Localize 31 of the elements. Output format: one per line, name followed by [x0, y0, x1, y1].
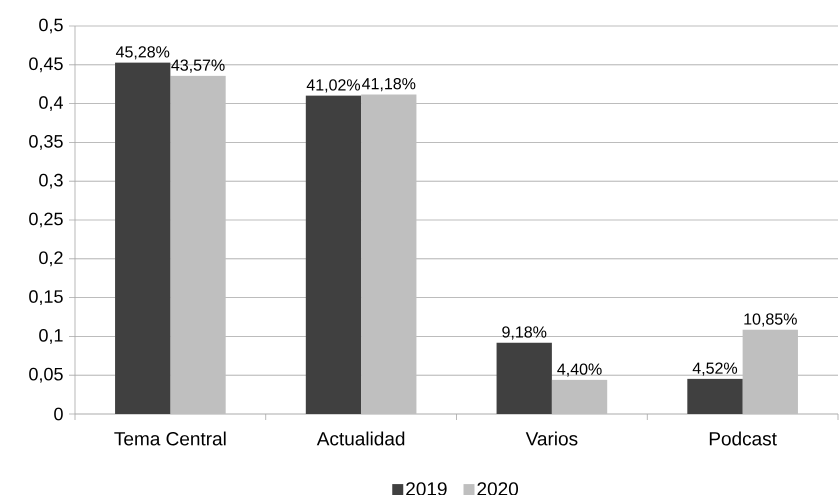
x-tick-label: Varios: [526, 432, 578, 446]
data-label: 41,18%: [362, 78, 416, 92]
bar: [552, 380, 608, 414]
data-label: 4,52%: [692, 362, 738, 376]
y-tick-label: 0,3: [39, 174, 63, 189]
y-tick-label: 0,1: [39, 328, 63, 344]
data-label: 9,18%: [502, 326, 546, 340]
data-label: 10,85%: [744, 313, 797, 327]
bar: [687, 378, 743, 414]
y-tick-label: 0: [54, 408, 63, 420]
data-label: 45,28%: [116, 46, 170, 60]
bar: [361, 94, 416, 414]
data-label: 4,40%: [557, 363, 602, 377]
x-tick-label: Tema Central: [114, 432, 226, 446]
bar: [170, 76, 226, 414]
bar: [496, 342, 552, 414]
x-tick-label: Podcast: [710, 432, 777, 446]
y-tick-label: 0,2: [39, 251, 63, 266]
bar: [742, 330, 798, 414]
y-tick-label: 0,35: [29, 134, 63, 150]
y-tick-label: 0,45: [29, 57, 63, 72]
data-label: 41,02%: [306, 79, 360, 92]
y-tick-label: 0,05: [29, 368, 63, 383]
y-tick-label: 0,4: [39, 96, 63, 112]
y-tick-label: 0,25: [29, 212, 63, 228]
y-tick-label: 0,5: [39, 18, 63, 34]
data-label: 43,57%: [171, 59, 225, 73]
bar: [115, 62, 170, 414]
y-tick-label: 0,15: [29, 290, 63, 306]
x-tick-label: Actualidad: [316, 432, 404, 446]
bar: [306, 96, 362, 414]
